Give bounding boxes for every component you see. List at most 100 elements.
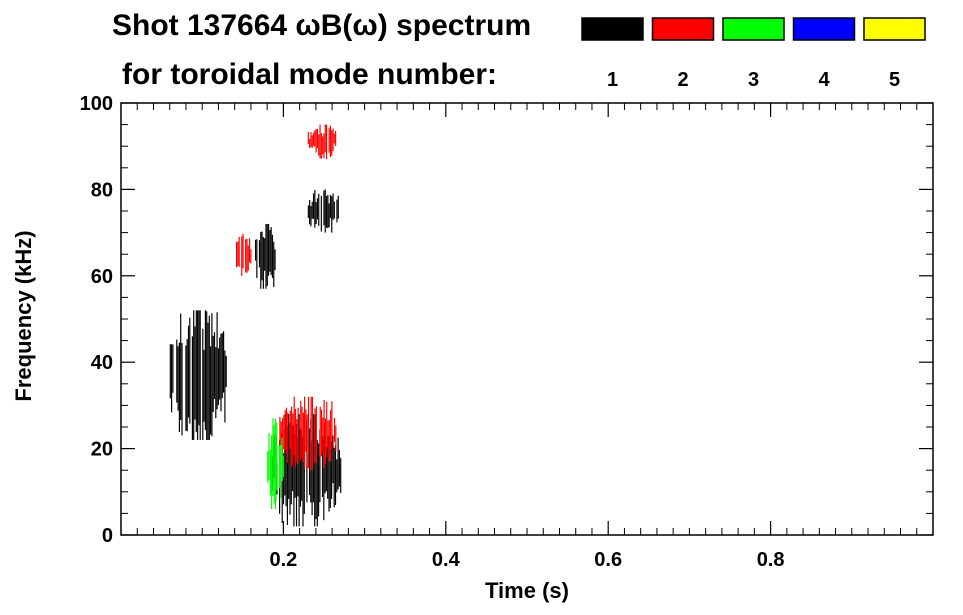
- legend-swatch-mode-2: [651, 17, 715, 41]
- legend-label-mode-3: 3: [748, 69, 759, 91]
- x-tick-label: 0.6: [594, 549, 622, 571]
- spectrum-mark: [223, 331, 225, 393]
- region-mode-1: [307, 189, 339, 233]
- spectrum-mark: [330, 410, 332, 462]
- y-tick-label: 40: [91, 352, 113, 374]
- spectrum-mark: [302, 412, 304, 462]
- spectrum-mark: [333, 447, 335, 508]
- spectrum-mark: [329, 437, 331, 509]
- spectrum-mark: [333, 417, 336, 442]
- spectrum-mark: [191, 336, 193, 440]
- spectrum-mark: [204, 310, 206, 431]
- spectrum-mark: [193, 310, 195, 440]
- region-mode-1: [254, 223, 276, 289]
- spectrum-mark: [306, 414, 308, 469]
- legend-label-mode-1: 1: [607, 69, 618, 91]
- spectrum-mark: [316, 440, 318, 527]
- spectrum-mark: [315, 414, 317, 520]
- spectrum-mark: [323, 439, 325, 521]
- spectrum-mark: [186, 339, 188, 432]
- spectrum-mark: [266, 223, 268, 286]
- spectrum-mark: [261, 231, 263, 281]
- spectrum-mark: [274, 418, 277, 510]
- spectrum-mark: [299, 428, 301, 507]
- spectrum-mark: [270, 227, 272, 275]
- chart-title-line2: for toroidal mode number:: [122, 58, 497, 91]
- spectrum-mark: [278, 445, 281, 489]
- spectrum-mark: [318, 443, 320, 517]
- spectrum-mark: [246, 238, 248, 273]
- spectrum-mark: [316, 198, 319, 220]
- spectrum-mark: [216, 312, 218, 410]
- spectrum-mark: [289, 410, 291, 449]
- spectrum-mark: [281, 438, 283, 482]
- spectrum-mark: [272, 418, 274, 496]
- spectrum-mark: [336, 459, 338, 493]
- spectrum-mark: [224, 350, 226, 423]
- spectrum-mark: [340, 457, 342, 494]
- y-tick-label: 100: [80, 93, 113, 115]
- spectrum-mark: [238, 236, 240, 267]
- spectrum-mark: [301, 406, 303, 458]
- y-tick-label: 60: [91, 266, 113, 288]
- spectrum-mark: [328, 203, 330, 228]
- spectrum-mark: [280, 445, 282, 498]
- spectrum-mark: [286, 426, 288, 526]
- spectrum-mark: [307, 132, 309, 144]
- spectrum-mark: [267, 451, 269, 483]
- spectrum-mark: [208, 315, 210, 440]
- spectrum-mark: [284, 428, 286, 496]
- spectrum-mark: [331, 441, 333, 499]
- spectrum-mark: [335, 130, 337, 147]
- spectrum-mark: [265, 223, 267, 289]
- spectrum-mark: [294, 408, 297, 467]
- region-mode-1: [169, 310, 227, 440]
- spectrum-mark: [237, 241, 239, 266]
- spectrum-mark: [324, 418, 327, 464]
- spectrum-mark: [329, 194, 332, 218]
- spectrum-mark: [312, 414, 314, 503]
- spectrum-mark: [326, 401, 328, 458]
- spectrum-mark: [177, 346, 179, 411]
- region-mode-2: [235, 233, 252, 276]
- spectrum-mark: [311, 440, 313, 516]
- spectrum-mark: [219, 337, 221, 400]
- spectrum-mark: [221, 332, 223, 399]
- spectrum-mark: [311, 396, 314, 471]
- spectrum-mark: [293, 424, 295, 527]
- spectrum-mark: [324, 189, 326, 233]
- spectrum-mark: [241, 236, 243, 276]
- spectrum-mark: [314, 408, 316, 463]
- spectrum-mark: [210, 346, 212, 435]
- spectrum-mark: [206, 311, 208, 440]
- spectrum-mark: [338, 449, 340, 487]
- spectrum-mark: [250, 249, 252, 264]
- legend-swatch-mode-4: [792, 17, 856, 41]
- spectrum-mark: [310, 396, 312, 471]
- spectrum-regions: [169, 124, 342, 527]
- spectrum-mark: [337, 195, 339, 219]
- spectrum-mark: [332, 128, 334, 152]
- legend-label-mode-2: 2: [677, 69, 688, 91]
- spectrum-mark: [295, 423, 298, 527]
- spectrum-mark: [325, 124, 328, 160]
- spectrum-mark: [269, 449, 271, 496]
- x-axis-label: Time (s): [485, 578, 569, 603]
- region-mode-1: [271, 414, 342, 527]
- plot-area: 0 20 40 60 80 100 0.2 0.4 0.6 0.8: [80, 93, 934, 571]
- chart-title-line1: Shot 137664 ωB(ω) spectrum: [112, 9, 531, 42]
- spectrum-mark: [315, 406, 317, 464]
- x-tick-label: 0.4: [432, 549, 461, 571]
- spectrum-mark: [315, 201, 317, 225]
- spectrum-mark: [273, 241, 275, 288]
- spectrum-mark: [207, 322, 209, 440]
- legend-label-mode-4: 4: [818, 69, 830, 91]
- spectrum-mark: [280, 421, 282, 446]
- spectrum-mark: [312, 193, 315, 219]
- spectrum-mark: [328, 420, 330, 461]
- plot-frame: [120, 102, 934, 536]
- spectrum-mark: [293, 396, 295, 456]
- legend-swatch-mode-5: [863, 17, 926, 41]
- spectrum-mark: [327, 435, 329, 499]
- spectrum-mark: [310, 132, 312, 148]
